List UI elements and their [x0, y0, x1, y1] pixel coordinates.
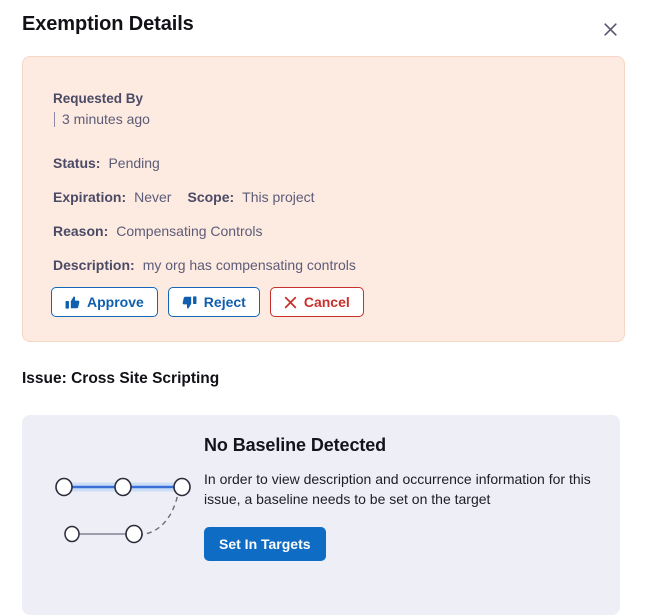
page-title: Exemption Details — [22, 13, 194, 35]
modal-header: Exemption Details — [0, 0, 649, 54]
set-in-targets-button[interactable]: Set In Targets — [204, 527, 326, 561]
description-label: Description: — [53, 257, 135, 273]
divider-pipe — [54, 111, 55, 127]
reject-label: Reject — [203, 294, 246, 310]
empty-state-description: In order to view description and occurre… — [204, 471, 591, 507]
description-value: my org has compensating controls — [142, 257, 356, 273]
close-icon[interactable] — [599, 18, 621, 40]
reason-label: Reason: — [53, 223, 109, 239]
no-baseline-card: No Baseline Detected In order to view de… — [22, 415, 620, 615]
exemption-actions: Approve Reject Cancel — [51, 287, 364, 317]
cancel-label: Cancel — [303, 294, 350, 310]
thumbs-down-icon — [182, 295, 197, 310]
reject-button[interactable]: Reject — [167, 287, 260, 317]
status-badge: Pending — [108, 155, 160, 171]
reason-value: Compensating Controls — [116, 223, 263, 239]
expiration-value: Never — [134, 189, 172, 205]
expiration-label: Expiration: — [53, 189, 127, 205]
empty-state-title: No Baseline Detected — [204, 435, 387, 455]
expiration-scope-row: Expiration: Never Scope: This project — [53, 189, 315, 205]
network-path-illustration — [42, 460, 202, 550]
no-baseline-body: No Baseline Detected In order to view de… — [204, 435, 604, 561]
scope-label: Scope: — [187, 189, 235, 205]
issue-heading: Issue: Cross Site Scripting — [22, 370, 220, 387]
thumbs-up-icon — [65, 295, 80, 310]
approve-label: Approve — [87, 294, 144, 310]
requested-by-block: Requested By 3 minutes ago — [53, 90, 150, 129]
exemption-details-card: Requested By 3 minutes ago Status: Pendi… — [22, 56, 625, 342]
cancel-button[interactable]: Cancel — [269, 287, 364, 317]
status-label: Status: — [53, 155, 101, 171]
requested-by-meta: 3 minutes ago — [53, 109, 150, 129]
status-row: Status: Pending — [53, 155, 160, 171]
approve-button[interactable]: Approve — [51, 287, 158, 317]
close-x-icon — [284, 296, 297, 309]
reason-row: Reason: Compensating Controls — [53, 223, 263, 239]
description-row: Description: my org has compensating con… — [53, 257, 356, 273]
scope-value: This project — [242, 189, 315, 205]
requested-by-label: Requested By — [53, 91, 144, 106]
requested-timestamp: 3 minutes ago — [62, 111, 150, 127]
